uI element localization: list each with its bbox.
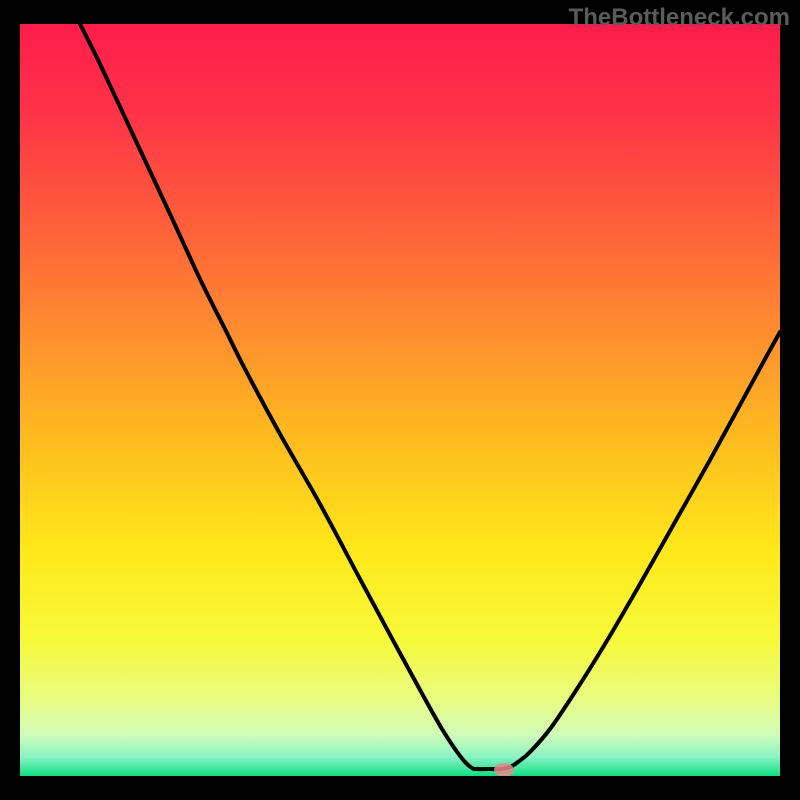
watermark-text: TheBottleneck.com [569, 4, 790, 32]
optimal-point-marker [494, 763, 514, 777]
bottleneck-chart [0, 0, 800, 800]
